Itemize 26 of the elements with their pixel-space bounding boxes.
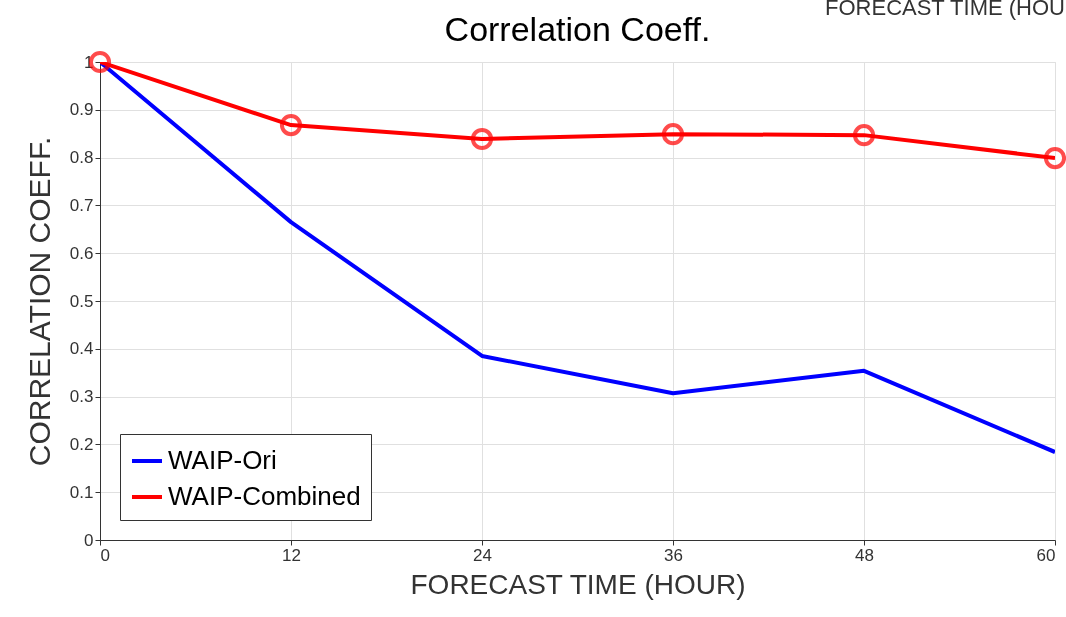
y-axis-title: CORRELATION COEFF. <box>22 136 56 467</box>
x-tick-label: 60 <box>1036 545 1056 565</box>
x-tick-label: 0 <box>100 545 110 565</box>
x-axis-title: FORECAST TIME (HOUR) <box>410 568 746 600</box>
legend-label: WAIP-Combined <box>168 481 361 511</box>
y-tick-label: 0.1 <box>69 482 94 502</box>
y-tick-label: 0 <box>84 530 94 550</box>
point <box>470 127 494 151</box>
y-tick-label: 0.7 <box>69 195 94 215</box>
chart-title: Correlation Coeff. <box>444 10 711 48</box>
point <box>661 123 685 146</box>
x-tick-label: 12 <box>282 545 301 565</box>
point <box>852 124 876 147</box>
x-tick-label: 48 <box>855 545 874 565</box>
y-tick-label: 0.4 <box>69 339 94 359</box>
y-tick-label: 0.3 <box>69 387 94 407</box>
y-tick-label: 0.9 <box>69 100 94 120</box>
y-tick-label: 0.5 <box>69 291 94 311</box>
point <box>1043 147 1066 170</box>
y-tick-label: 0.2 <box>69 434 94 454</box>
x-tick-label: 36 <box>664 545 683 565</box>
point <box>279 114 303 137</box>
x-tick-label: 24 <box>473 545 492 565</box>
y-tick-label: 0.8 <box>69 148 94 168</box>
y-tick-label: 0.6 <box>69 243 94 263</box>
legend-label: WAIP-Ori <box>168 445 277 475</box>
